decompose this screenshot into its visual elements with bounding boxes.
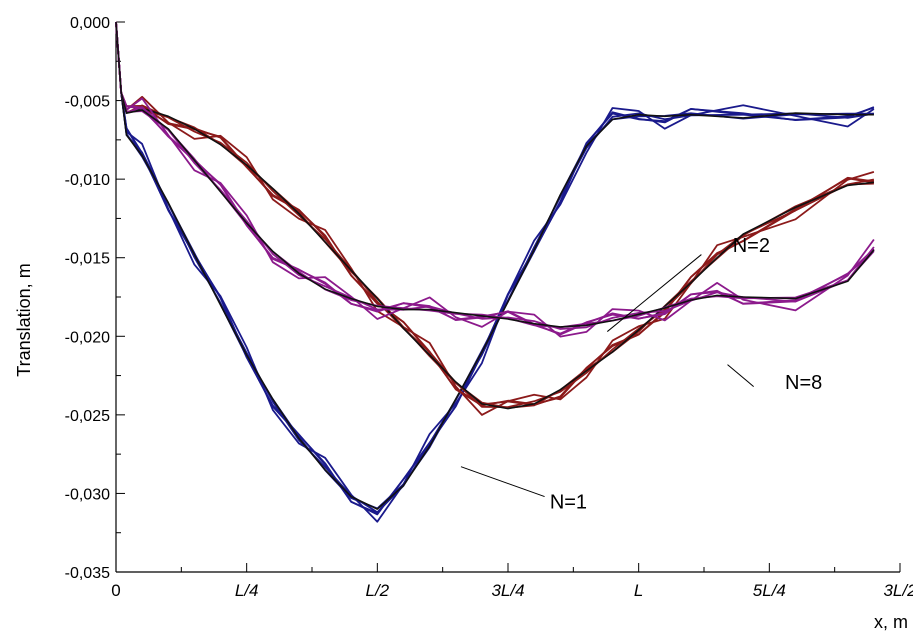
x-tick-label: 5L/4 [753, 581, 786, 600]
annotation-label: N=8 [785, 372, 822, 394]
series-2-line [115, 21, 875, 416]
x-tick-label: 3L/2 [883, 581, 913, 600]
x-tick-label: 3L/4 [491, 581, 524, 600]
series-3-line [115, 21, 875, 336]
series-1-line [115, 21, 875, 514]
x-tick-label: L [634, 581, 643, 600]
y-tick-label: -0,035 [65, 565, 110, 582]
axes: 0,000 -0,005 -0,010 -0,015 -0,020 -0,025 -0,03… [65, 15, 913, 600]
series-2-envelope [115, 21, 874, 410]
series-3-line [115, 21, 875, 338]
x-tick-label: 0 [111, 581, 120, 600]
series-1-line [115, 21, 875, 514]
series-3-envelope [115, 21, 875, 328]
annotation-leader [727, 364, 754, 387]
annotation-leader [460, 466, 545, 498]
series-2-line [115, 21, 875, 407]
y-tick-label: 0,000 [70, 15, 110, 32]
annotation-label: N=2 [733, 235, 770, 257]
series-2-line [115, 21, 875, 407]
series-1-envelope [115, 21, 874, 510]
annotation-leader [606, 254, 702, 332]
annotation-label: N=1 [550, 491, 587, 513]
x-axis-title: x, m [874, 612, 908, 631]
series-2-line [115, 21, 874, 409]
y-tick-label: -0,015 [65, 251, 110, 268]
y-axis-title: Translation, m [14, 263, 34, 376]
y-tick-label: -0,020 [65, 329, 110, 346]
series-layer [115, 21, 875, 523]
series-2-line [115, 21, 875, 409]
annotations: N=1 N=2 N=8 [460, 235, 822, 513]
y-tick-label: -0,005 [65, 94, 110, 111]
series-3-line [115, 21, 875, 335]
x-tick-label: L/4 [235, 581, 259, 600]
series-3-line [115, 21, 875, 330]
y-tick-label: -0,030 [65, 486, 110, 503]
series-3-line [115, 21, 875, 329]
series-1-line [115, 21, 875, 516]
y-tick-label: -0,025 [65, 408, 110, 425]
series-1-line [115, 21, 875, 523]
series-1-line [115, 21, 874, 510]
x-tick-label: L/2 [366, 581, 390, 600]
y-tick-label: -0,010 [65, 172, 110, 189]
